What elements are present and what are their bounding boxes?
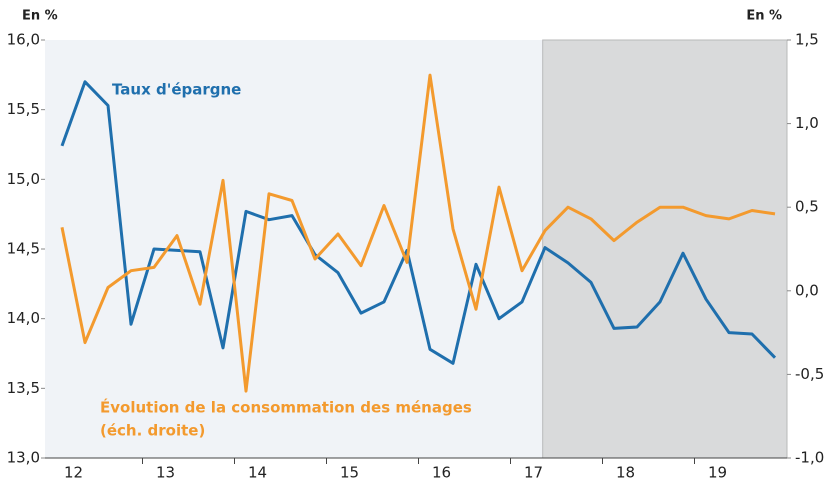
- x-tick-label: 12: [64, 464, 83, 482]
- x-tick-label: 18: [616, 464, 635, 482]
- y-tick-label: 15,5: [7, 100, 40, 118]
- y-tick-label: 13,0: [7, 449, 40, 467]
- y-tick-label: 14,0: [7, 309, 40, 327]
- y-tick-label: 13,5: [7, 379, 40, 397]
- series-label: Taux d'épargne: [112, 81, 241, 99]
- x-tick-label: 17: [524, 464, 543, 482]
- y2-tick-label: 1,0: [795, 114, 819, 132]
- series-line: [60, 73, 776, 393]
- y-tick-label: 15,0: [7, 170, 40, 188]
- x-tick-label: 13: [156, 464, 175, 482]
- x-tick-label: 19: [708, 464, 727, 482]
- y2-tick-label: 0,5: [795, 198, 819, 216]
- y-tick-label: 14,5: [7, 240, 40, 258]
- y-axis-label: En %: [22, 9, 58, 24]
- y2-axis-label: En %: [746, 9, 782, 24]
- series-label-note: (éch. droite): [100, 422, 205, 440]
- y2-tick-label: 0,0: [795, 281, 819, 299]
- y2-tick-label: 1,5: [795, 31, 819, 49]
- y2-tick-label: -1,0: [795, 449, 824, 467]
- series-label: Évolution de la consommation des ménages: [100, 398, 472, 417]
- forecast-region: [542, 39, 788, 459]
- y2-tick-label: -0,5: [795, 365, 824, 383]
- y-tick-label: 16,0: [7, 31, 40, 49]
- x-tick-label: 14: [248, 464, 267, 482]
- x-tick-label: 15: [340, 464, 359, 482]
- x-tick-label: 16: [432, 464, 451, 482]
